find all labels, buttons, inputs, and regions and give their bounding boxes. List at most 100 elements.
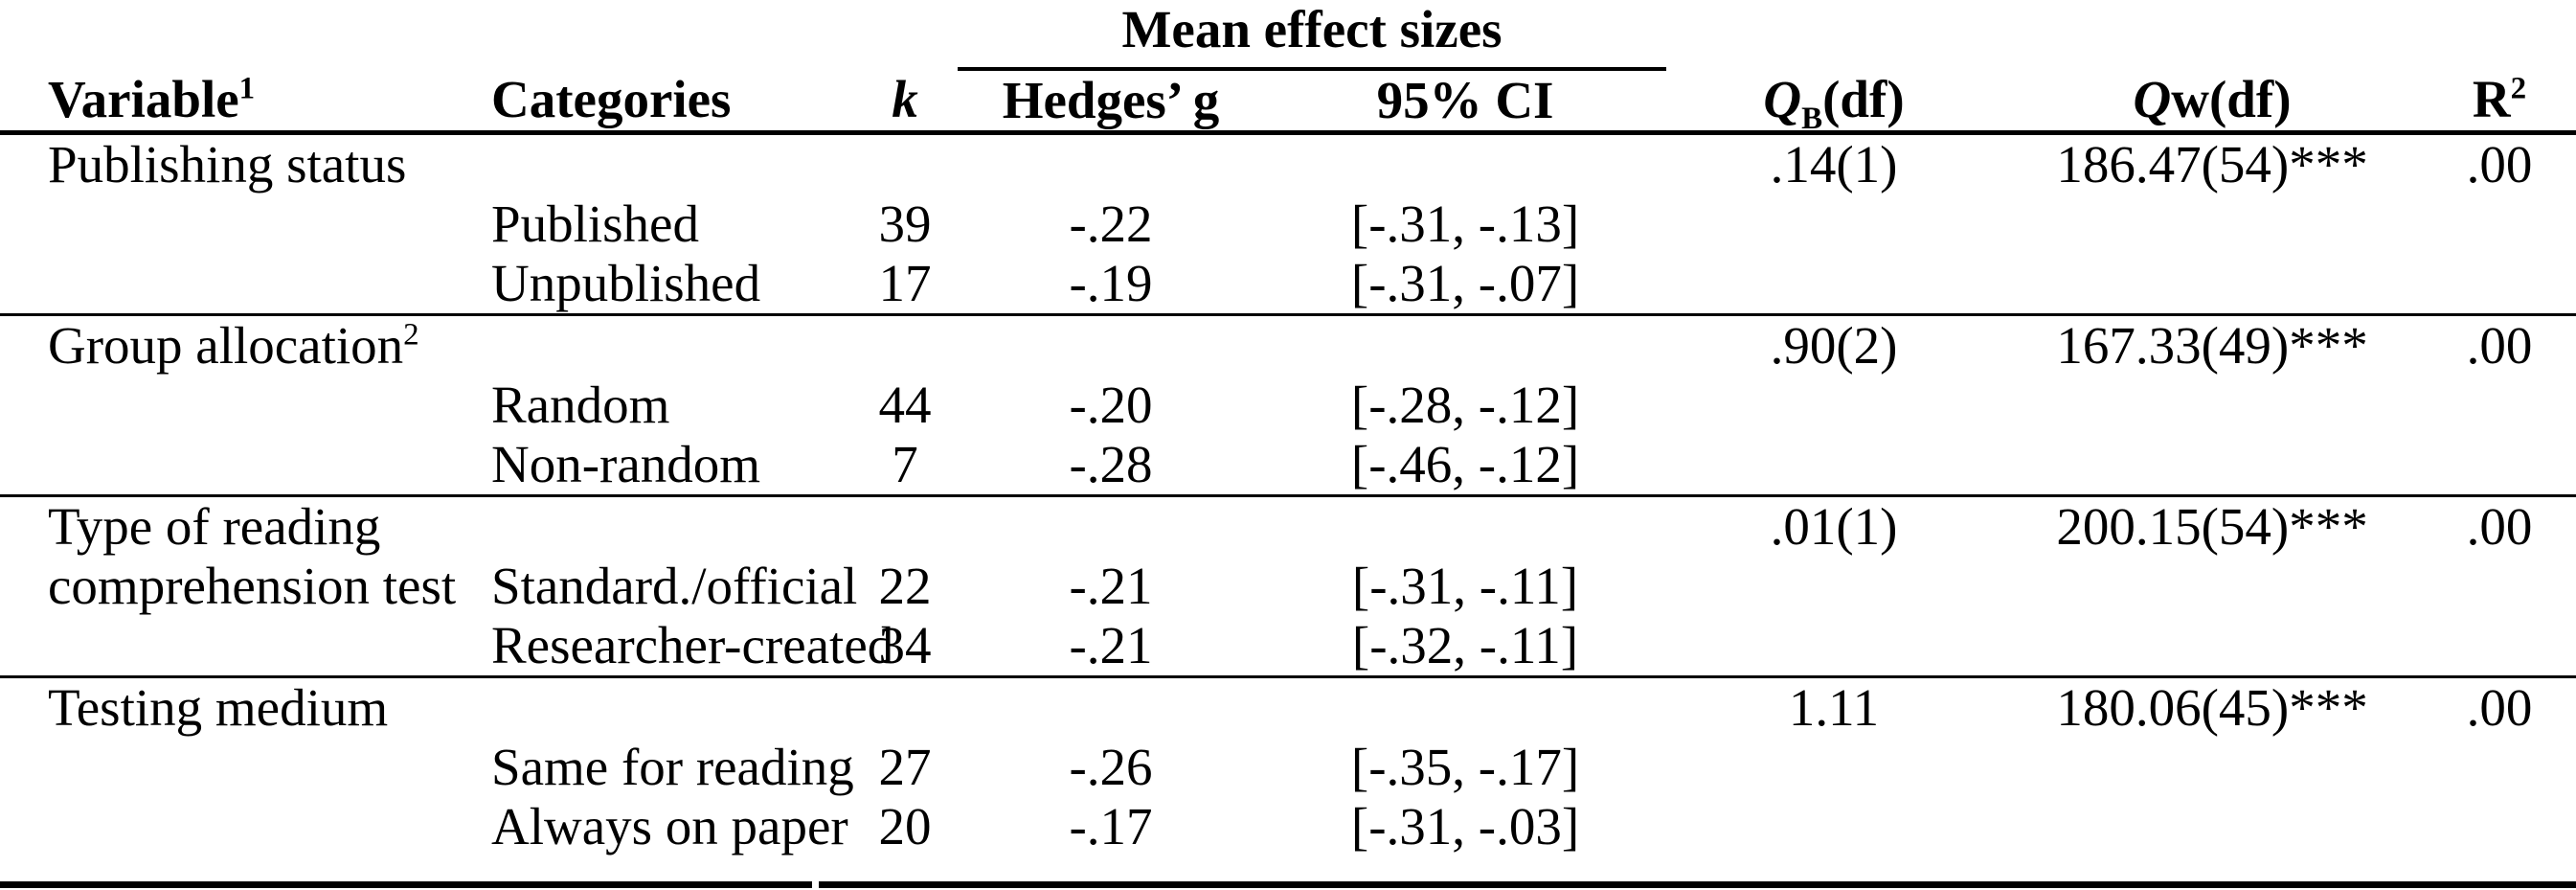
category-row: Researcher-created 34 -.21 [-.32, -.11] bbox=[0, 616, 2576, 678]
cell-category-empty bbox=[479, 677, 852, 739]
cell-hedges-g: -.19 bbox=[958, 254, 1264, 316]
cell-qb-empty bbox=[1666, 435, 2002, 497]
cell-r2-empty bbox=[2423, 797, 2576, 856]
cell-qb-empty bbox=[1666, 797, 2001, 856]
cell-hedges-g: -.22 bbox=[1069, 194, 1153, 253]
bottom-spacer-row bbox=[0, 856, 2576, 881]
cell-qb-empty bbox=[1666, 557, 2001, 616]
col-header-k: k bbox=[852, 69, 958, 135]
cell-k: 17 bbox=[852, 254, 958, 316]
category-row: Standard./official 22 -.21 [-.31, -.11] bbox=[0, 557, 2576, 616]
cell-ci: [-.32, -.11] bbox=[1264, 616, 1667, 678]
cell-hedges-g: -.20 bbox=[1069, 376, 1153, 434]
bottom-rule-row bbox=[0, 881, 2576, 888]
cell-category: Researcher-created bbox=[479, 616, 893, 678]
header-spacer bbox=[479, 0, 852, 69]
cell-ci-empty bbox=[1264, 133, 1666, 195]
cell-k-empty bbox=[852, 496, 958, 558]
bottom-rule-segment-left bbox=[0, 881, 812, 888]
category-row: Same for reading 27 -.26 [-.35, -.17] bbox=[0, 738, 2576, 797]
cell-ci-empty bbox=[1264, 677, 1666, 739]
category-row: Always on paper 20 -.17 [-.31, -.03] bbox=[0, 797, 2576, 856]
bottom-rule-segment-right bbox=[819, 881, 2576, 888]
cell-variable: Publishing status bbox=[0, 132, 479, 316]
cell-qw: 167.33(49)*** bbox=[2056, 316, 2368, 375]
cell-qw: 200.15(54)*** bbox=[2056, 497, 2368, 556]
cell-g-empty bbox=[958, 133, 1264, 195]
cell-ci: [-.31, -.11] bbox=[1351, 557, 1579, 615]
col-header-qb-df: QB(df) bbox=[1666, 69, 2002, 135]
category-row: Non-random 7 -.28 [-.46, -.12] bbox=[0, 435, 2576, 497]
cell-category-empty bbox=[479, 496, 852, 558]
col-header-variable: Variable1 bbox=[0, 69, 479, 135]
cell-ci-empty bbox=[1264, 496, 1666, 558]
cell-r2-empty bbox=[2423, 254, 2576, 316]
cell-qb: .14(1) bbox=[1770, 135, 1898, 194]
variable-footnote-marker: 2 bbox=[403, 317, 419, 353]
cell-category: Non-random bbox=[479, 435, 852, 497]
header-spacer bbox=[0, 0, 479, 69]
col-header-95-ci: 95% CI bbox=[1264, 69, 1667, 135]
cell-k: 27 bbox=[878, 738, 932, 796]
cell-r2-empty bbox=[2423, 738, 2576, 797]
cell-ci: [-.46, -.12] bbox=[1264, 435, 1667, 497]
cell-r2-empty bbox=[2423, 616, 2576, 678]
cell-ci: [-.35, -.17] bbox=[1350, 738, 1580, 796]
header-spacer bbox=[852, 0, 958, 69]
cell-r2: .00 bbox=[2466, 497, 2533, 556]
col-header-qw-df: Qw(df) bbox=[2001, 69, 2424, 135]
cell-g-empty bbox=[958, 677, 1264, 739]
cell-r2-empty bbox=[2423, 435, 2576, 497]
cell-k-empty bbox=[852, 315, 958, 377]
cell-hedges-g: -.28 bbox=[958, 435, 1264, 497]
cell-ci: [-.31, -.07] bbox=[1264, 254, 1667, 316]
cell-category-empty bbox=[479, 133, 852, 195]
variable-row: Publishing status .14(1) 186.47(54)*** .… bbox=[0, 132, 2576, 316]
cell-g-empty bbox=[958, 496, 1264, 558]
column-header-row: Variable1 Categories k Hedges’ g 95% CI … bbox=[0, 69, 2576, 135]
bottom-spacer bbox=[0, 856, 2576, 881]
cell-qw-empty bbox=[2001, 254, 2424, 316]
cell-qw: 180.06(45)*** bbox=[2056, 678, 2368, 737]
header-spacer bbox=[2423, 0, 2576, 69]
category-row: Published 39 -.22 [-.31, -.13] bbox=[0, 194, 2576, 254]
cell-ci: [-.28, -.12] bbox=[1350, 376, 1580, 434]
cell-r2-empty bbox=[2423, 376, 2576, 435]
cell-k: 44 bbox=[878, 376, 932, 434]
cell-qw-empty bbox=[2001, 194, 2423, 254]
variable-row: Group allocation2 .90(2) 167.33(49)*** .… bbox=[0, 314, 2576, 497]
cell-category: Same for reading bbox=[491, 738, 854, 796]
cell-ci: [-.31, -.03] bbox=[1350, 797, 1580, 856]
cell-r2-empty bbox=[2423, 194, 2576, 254]
cell-k: 39 bbox=[878, 194, 932, 253]
cell-variable: Testing medium bbox=[48, 678, 389, 737]
cell-qb-empty bbox=[1666, 254, 2002, 316]
cell-variable: Type of reading comprehension test bbox=[0, 495, 479, 678]
cell-r2: .00 bbox=[2466, 135, 2533, 194]
cell-k: 34 bbox=[852, 616, 958, 678]
cell-category: Standard./official bbox=[491, 557, 858, 615]
col-header-r-squared: R2 bbox=[2423, 69, 2576, 135]
variable-row: Type of reading comprehension test .01(1… bbox=[0, 495, 2576, 678]
cell-qw-empty bbox=[2001, 616, 2424, 678]
cell-ci-empty bbox=[1264, 315, 1666, 377]
cell-g-empty bbox=[958, 315, 1264, 377]
cell-qb-empty bbox=[1666, 616, 2002, 678]
cell-category: Unpublished bbox=[479, 254, 852, 316]
cell-k: 22 bbox=[878, 557, 932, 615]
cell-category-empty bbox=[479, 315, 852, 377]
cell-r2: .00 bbox=[2466, 678, 2533, 737]
cell-k: 20 bbox=[878, 797, 932, 856]
col-group-header-mean-effect-sizes: Mean effect sizes bbox=[958, 0, 1667, 71]
cell-qb: .90(2) bbox=[1770, 316, 1898, 375]
cell-k-empty bbox=[852, 677, 958, 739]
cell-category: Published bbox=[491, 194, 699, 253]
cell-hedges-g: -.21 bbox=[958, 616, 1264, 678]
col-header-hedges-g: Hedges’ g bbox=[958, 69, 1264, 135]
cell-hedges-g: -.17 bbox=[1069, 797, 1153, 856]
cell-qw: 186.47(54)*** bbox=[2056, 135, 2368, 194]
col-header-categories: Categories bbox=[479, 69, 852, 135]
cell-qw-empty bbox=[2001, 435, 2424, 497]
cell-r2: .00 bbox=[2466, 316, 2533, 375]
